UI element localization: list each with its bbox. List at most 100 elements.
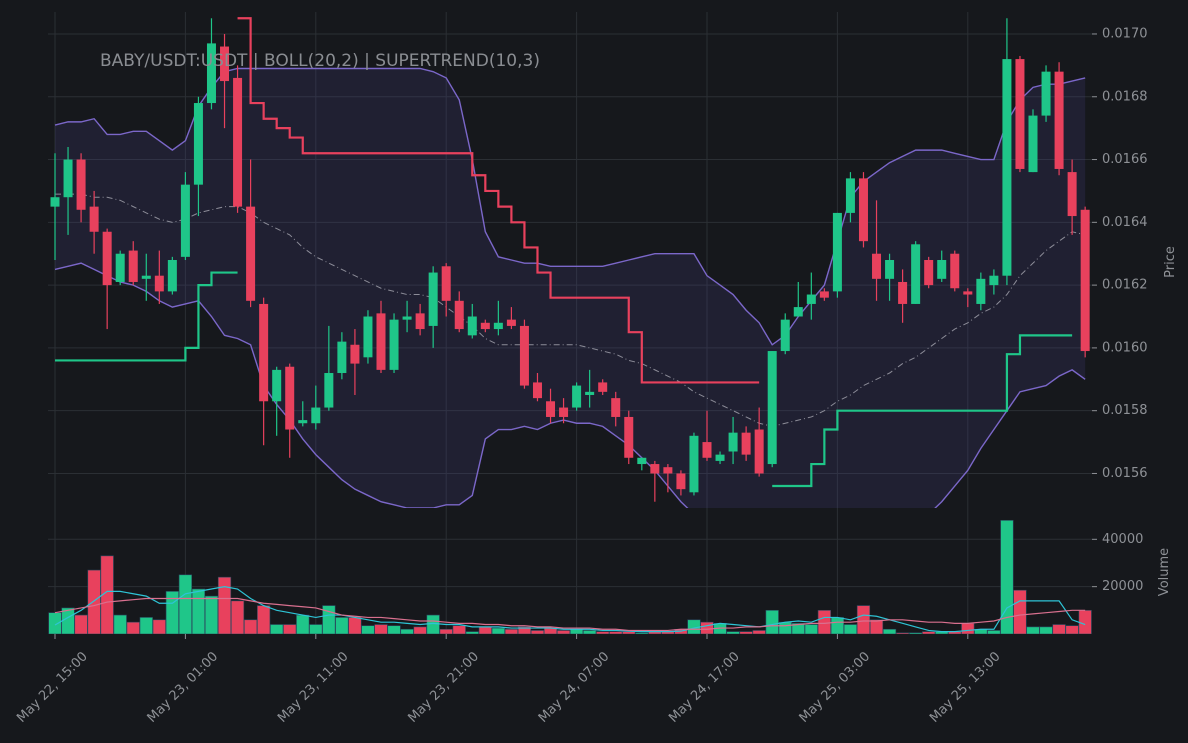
candle-body: [115, 253, 125, 282]
candle-body: [233, 77, 243, 207]
candle-body: [885, 260, 895, 279]
volume-bar: [739, 631, 753, 634]
candle-body: [924, 260, 934, 286]
candle-body: [1080, 209, 1090, 352]
candle-body: [206, 43, 216, 104]
volume-bar: [387, 625, 401, 634]
volume-bar: [74, 614, 88, 634]
volume-bar: [296, 614, 310, 634]
volume-bar: [178, 574, 193, 634]
volume-bar: [556, 630, 571, 634]
volume-bar: [530, 630, 545, 634]
candle-body: [415, 313, 425, 330]
y-tick-label: 0.0168: [1102, 89, 1148, 104]
volume-bar: [1065, 625, 1079, 634]
candle-body: [454, 300, 464, 330]
y-tick-label: 0.0162: [1102, 278, 1148, 293]
candle-body: [911, 244, 921, 304]
candle-body: [311, 407, 321, 424]
volume-bar: [478, 626, 492, 634]
volume-bar: [1026, 626, 1040, 634]
volume-bar: [700, 621, 714, 634]
candle-body: [246, 206, 256, 301]
volume-bar: [465, 631, 479, 634]
volume-tick-label: 40000: [1102, 532, 1143, 547]
candle-body: [806, 294, 816, 304]
candle-body: [559, 407, 569, 417]
candle-body: [272, 369, 282, 402]
band-middle: [55, 193, 1086, 427]
volume-bar: [1039, 626, 1053, 634]
band-fill: [55, 68, 1086, 508]
volume-bar: [230, 600, 245, 634]
volume-bar: [361, 625, 375, 634]
volume-bar: [843, 624, 858, 634]
candle-body: [1028, 115, 1038, 173]
candle-body: [167, 260, 177, 292]
candle-body: [546, 401, 556, 417]
chart-title: BABY/USDT:USDT | BOLL(20,2) | SUPERTREND…: [100, 51, 540, 71]
candle-body: [676, 473, 686, 490]
volume-panel: [48, 520, 1092, 634]
y-tick-label: 0.0158: [1102, 403, 1148, 418]
candle-body: [663, 467, 673, 474]
candle-body: [963, 291, 973, 295]
candle-body: [141, 275, 151, 279]
volume-bar: [426, 614, 440, 634]
candle-body: [1067, 172, 1077, 217]
volume-bar: [1078, 610, 1092, 634]
candle-body: [180, 184, 190, 257]
candle-body: [741, 432, 751, 455]
candle-body: [154, 275, 164, 292]
y-tick-label: 0.0170: [1102, 26, 1148, 41]
candle-body: [376, 313, 386, 370]
candle-body: [989, 275, 999, 286]
candle-body: [363, 316, 373, 358]
volume-bar: [609, 631, 623, 634]
candle-body: [467, 316, 477, 336]
volume-bar: [126, 621, 140, 634]
volume-bar: [413, 626, 427, 634]
candle-body: [285, 366, 295, 430]
y-tick-label: 0.0164: [1102, 215, 1148, 230]
volume-bar: [452, 625, 466, 634]
volume-bar: [283, 624, 297, 634]
volume-bar: [1052, 624, 1066, 634]
volume-bar: [139, 617, 153, 634]
candle-body: [950, 253, 960, 289]
volume-ma: [54, 586, 1086, 633]
candle-body: [937, 260, 947, 279]
volume-bar: [1013, 589, 1027, 634]
candle-body: [76, 159, 86, 210]
volume-bar: [270, 624, 284, 634]
volume-bar: [244, 619, 258, 634]
volume-bar: [895, 632, 910, 634]
candle-body: [402, 316, 412, 320]
volume-bar: [309, 624, 323, 634]
candle-body: [650, 464, 660, 474]
volume-bar: [517, 626, 532, 634]
volume-bar: [922, 631, 936, 634]
candle-body: [389, 319, 399, 370]
supertrend-down: [237, 17, 760, 384]
candle-body: [1054, 71, 1064, 169]
y-tick-label: 0.0166: [1102, 152, 1148, 167]
candle-body: [480, 322, 490, 330]
candle-body: [220, 46, 230, 82]
volume-bar: [635, 632, 649, 634]
candle-body: [493, 322, 503, 330]
candle-body: [858, 178, 868, 242]
volume-bar: [504, 628, 519, 634]
candle-body: [324, 373, 334, 408]
volume-ma: [54, 597, 1086, 632]
candle-body: [102, 231, 112, 286]
volume-bar: [152, 619, 166, 634]
candle-body: [689, 435, 699, 493]
candle-body: [128, 250, 138, 282]
candle-body: [754, 429, 764, 474]
volume-bar: [87, 569, 101, 634]
candle-body: [441, 266, 451, 301]
candle-body: [767, 351, 777, 465]
candle-body: [598, 382, 608, 392]
